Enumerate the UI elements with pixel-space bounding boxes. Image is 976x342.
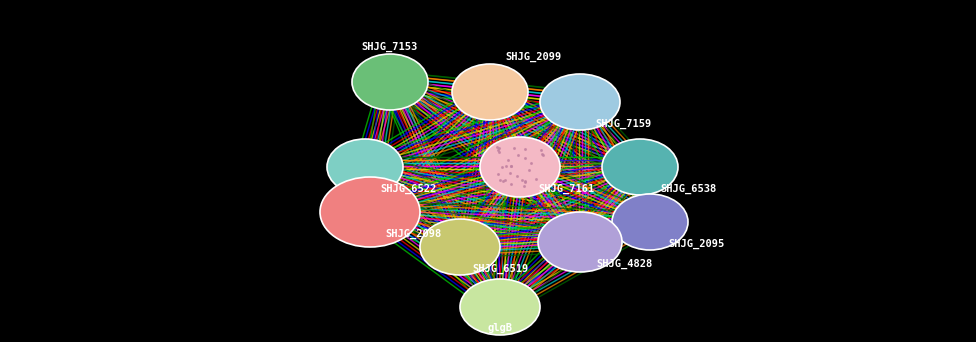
Text: SHJG_6538: SHJG_6538 bbox=[660, 184, 716, 194]
Ellipse shape bbox=[540, 74, 620, 130]
Text: glgB: glgB bbox=[487, 323, 512, 333]
Text: SHJG_6522: SHJG_6522 bbox=[380, 184, 436, 194]
Ellipse shape bbox=[452, 64, 528, 120]
Ellipse shape bbox=[420, 219, 500, 275]
Ellipse shape bbox=[320, 177, 420, 247]
Text: SHJG_7153: SHJG_7153 bbox=[362, 42, 418, 52]
Ellipse shape bbox=[602, 139, 678, 195]
Text: SHJG_2098: SHJG_2098 bbox=[385, 229, 441, 239]
Ellipse shape bbox=[538, 212, 622, 272]
Text: SHJG_7161: SHJG_7161 bbox=[538, 184, 594, 194]
Ellipse shape bbox=[612, 194, 688, 250]
Ellipse shape bbox=[460, 279, 540, 335]
Ellipse shape bbox=[352, 54, 428, 110]
Text: SHJG_4828: SHJG_4828 bbox=[596, 259, 652, 269]
Text: SHJG_7159: SHJG_7159 bbox=[595, 119, 651, 129]
Ellipse shape bbox=[480, 137, 560, 197]
Text: SHJG_6519: SHJG_6519 bbox=[472, 264, 528, 274]
Text: SHJG_2095: SHJG_2095 bbox=[668, 239, 724, 249]
Ellipse shape bbox=[327, 139, 403, 195]
Text: SHJG_2099: SHJG_2099 bbox=[505, 52, 561, 62]
